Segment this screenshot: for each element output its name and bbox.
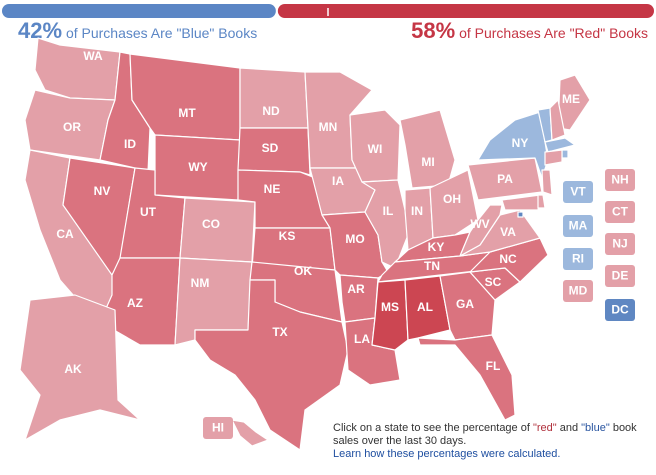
footer-red: "red" — [532, 422, 557, 434]
state[interactable] — [371, 279, 409, 351]
blue-text: of Purchases Are "Blue" Books — [66, 25, 257, 41]
state[interactable] — [361, 179, 409, 269]
footer-blue: "blue" — [581, 422, 610, 434]
state[interactable] — [467, 157, 543, 201]
state[interactable] — [549, 99, 566, 141]
state-box[interactable] — [563, 280, 593, 302]
red-heading: 58% of Purchases Are "Red" Books — [411, 18, 648, 43]
red-percent: 58% — [411, 18, 455, 43]
state[interactable] — [404, 275, 451, 341]
footer-text: and — [556, 422, 582, 434]
red-bar — [277, 4, 654, 18]
state[interactable] — [541, 169, 553, 196]
red-text: of Purchases Are "Red" Books — [459, 25, 648, 41]
state[interactable] — [349, 109, 401, 183]
state[interactable] — [417, 334, 516, 421]
state[interactable] — [339, 274, 379, 323]
state-box[interactable] — [563, 181, 593, 203]
state-box[interactable] — [605, 265, 635, 287]
state[interactable] — [544, 149, 563, 166]
blue-bar — [2, 4, 276, 18]
state-box[interactable] — [605, 233, 635, 255]
state[interactable] — [517, 211, 524, 218]
blue-heading: 42% of Purchases Are "Blue" Books — [18, 18, 257, 43]
state[interactable] — [239, 67, 309, 129]
footer-text: book sales over the last 30 days. — [333, 422, 637, 447]
footer-text: Click on a state to see the percentage o… — [333, 422, 533, 434]
state[interactable] — [537, 194, 546, 209]
state[interactable] — [561, 149, 569, 159]
state-box[interactable] — [563, 215, 593, 237]
state[interactable] — [194, 279, 349, 451]
state-box[interactable] — [605, 169, 635, 191]
state[interactable] — [231, 419, 269, 447]
state[interactable] — [501, 194, 541, 211]
state-box[interactable] — [605, 299, 635, 321]
state[interactable] — [237, 127, 311, 176]
state[interactable] — [459, 204, 503, 257]
state[interactable] — [429, 169, 479, 239]
state[interactable] — [544, 137, 576, 153]
state-box[interactable] — [203, 417, 233, 439]
state-box[interactable] — [563, 248, 593, 270]
footer: Click on a state to see the percentage o… — [333, 422, 653, 461]
state[interactable] — [179, 197, 256, 263]
state[interactable] — [154, 134, 241, 201]
state[interactable] — [19, 294, 141, 441]
learn-link[interactable]: Learn how these percentages were calcula… — [333, 448, 561, 460]
state[interactable] — [399, 109, 456, 189]
state[interactable] — [34, 37, 121, 101]
state-box[interactable] — [605, 201, 635, 223]
